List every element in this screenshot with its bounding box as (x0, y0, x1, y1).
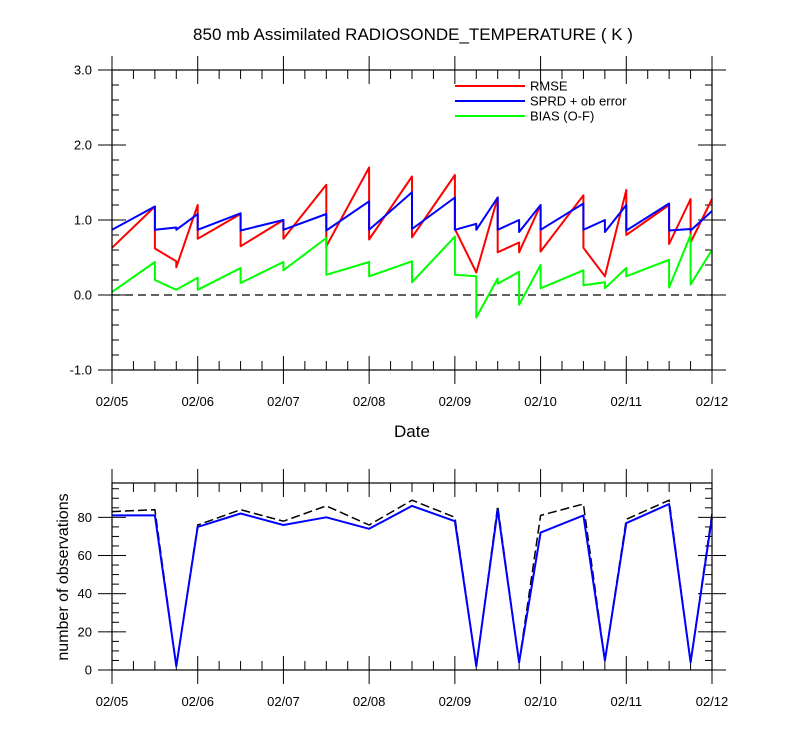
x-tick-label: 02/09 (439, 394, 472, 409)
x-tick-label: 02/05 (96, 694, 129, 709)
x-tick-label: 02/11 (610, 694, 642, 709)
y-tick-label: 1.0 (74, 213, 92, 228)
series-line-sprd-ob-error (111, 191, 713, 233)
x-tick-label: 02/11 (610, 394, 642, 409)
x-tick-label: 02/10 (524, 694, 557, 709)
legend-label: SPRD + ob error (530, 94, 627, 109)
x-tick-label: 02/10 (524, 394, 557, 409)
series-line-bias-o-f (111, 234, 713, 319)
top-series (111, 166, 713, 319)
x-tick-label: 02/05 (96, 394, 129, 409)
bottom-series (111, 499, 713, 668)
top-x-tick-labels: 02/05 02/06 02/07 02/08 02/09 02/10 02/11 02/12 (96, 394, 729, 409)
series-line-assimilated-observations (112, 503, 713, 668)
bottom-ticks (98, 469, 726, 684)
y-tick-label: 60 (78, 548, 92, 563)
y-tick-label: 20 (78, 624, 92, 639)
legend-label: BIAS (O-F) (530, 109, 594, 124)
top-panel: 850 mb Assimilated RADIOSONDE_TEMPERATUR… (70, 25, 729, 441)
y-tick-label: 40 (78, 586, 92, 601)
bottom-plot-frame (111, 482, 713, 671)
y-tick-label: 0.0 (74, 288, 92, 303)
x-tick-label: 02/08 (353, 394, 386, 409)
x-axis-title: Date (394, 422, 430, 441)
x-tick-label: 02/07 (267, 394, 300, 409)
y-tick-label: 3.0 (74, 63, 92, 78)
bottom-panel: 02/05 02/06 02/07 02/08 02/09 02/10 02/11 02/12… (55, 469, 728, 709)
y-tick-label: 80 (78, 510, 92, 525)
x-tick-label: 02/06 (181, 694, 214, 709)
y-tick-label: 0 (85, 663, 92, 678)
chart-title: 850 mb Assimilated RADIOSONDE_TEMPERATUR… (193, 25, 633, 44)
x-tick-label: 02/12 (696, 394, 729, 409)
top-plot-frame (111, 69, 713, 371)
x-tick-label: 02/08 (353, 694, 386, 709)
y-axis-title: number of observations (55, 493, 72, 660)
x-tick-label: 02/12 (696, 694, 729, 709)
x-tick-label: 02/07 (267, 694, 300, 709)
y-tick-label: -1.0 (70, 363, 92, 378)
top-y-tick-labels: 3.0 2.0 1.0 0.0 -1.0 (70, 63, 92, 378)
y-tick-label: 2.0 (74, 138, 92, 153)
legend-label: RMSE (530, 79, 568, 94)
x-tick-label: 02/09 (439, 694, 472, 709)
x-tick-label: 02/06 (181, 394, 214, 409)
bottom-x-tick-labels: 02/05 02/06 02/07 02/08 02/09 02/10 02/11 02/12 (96, 694, 729, 709)
bottom-y-tick-labels: 80 60 40 20 0 (78, 510, 92, 678)
